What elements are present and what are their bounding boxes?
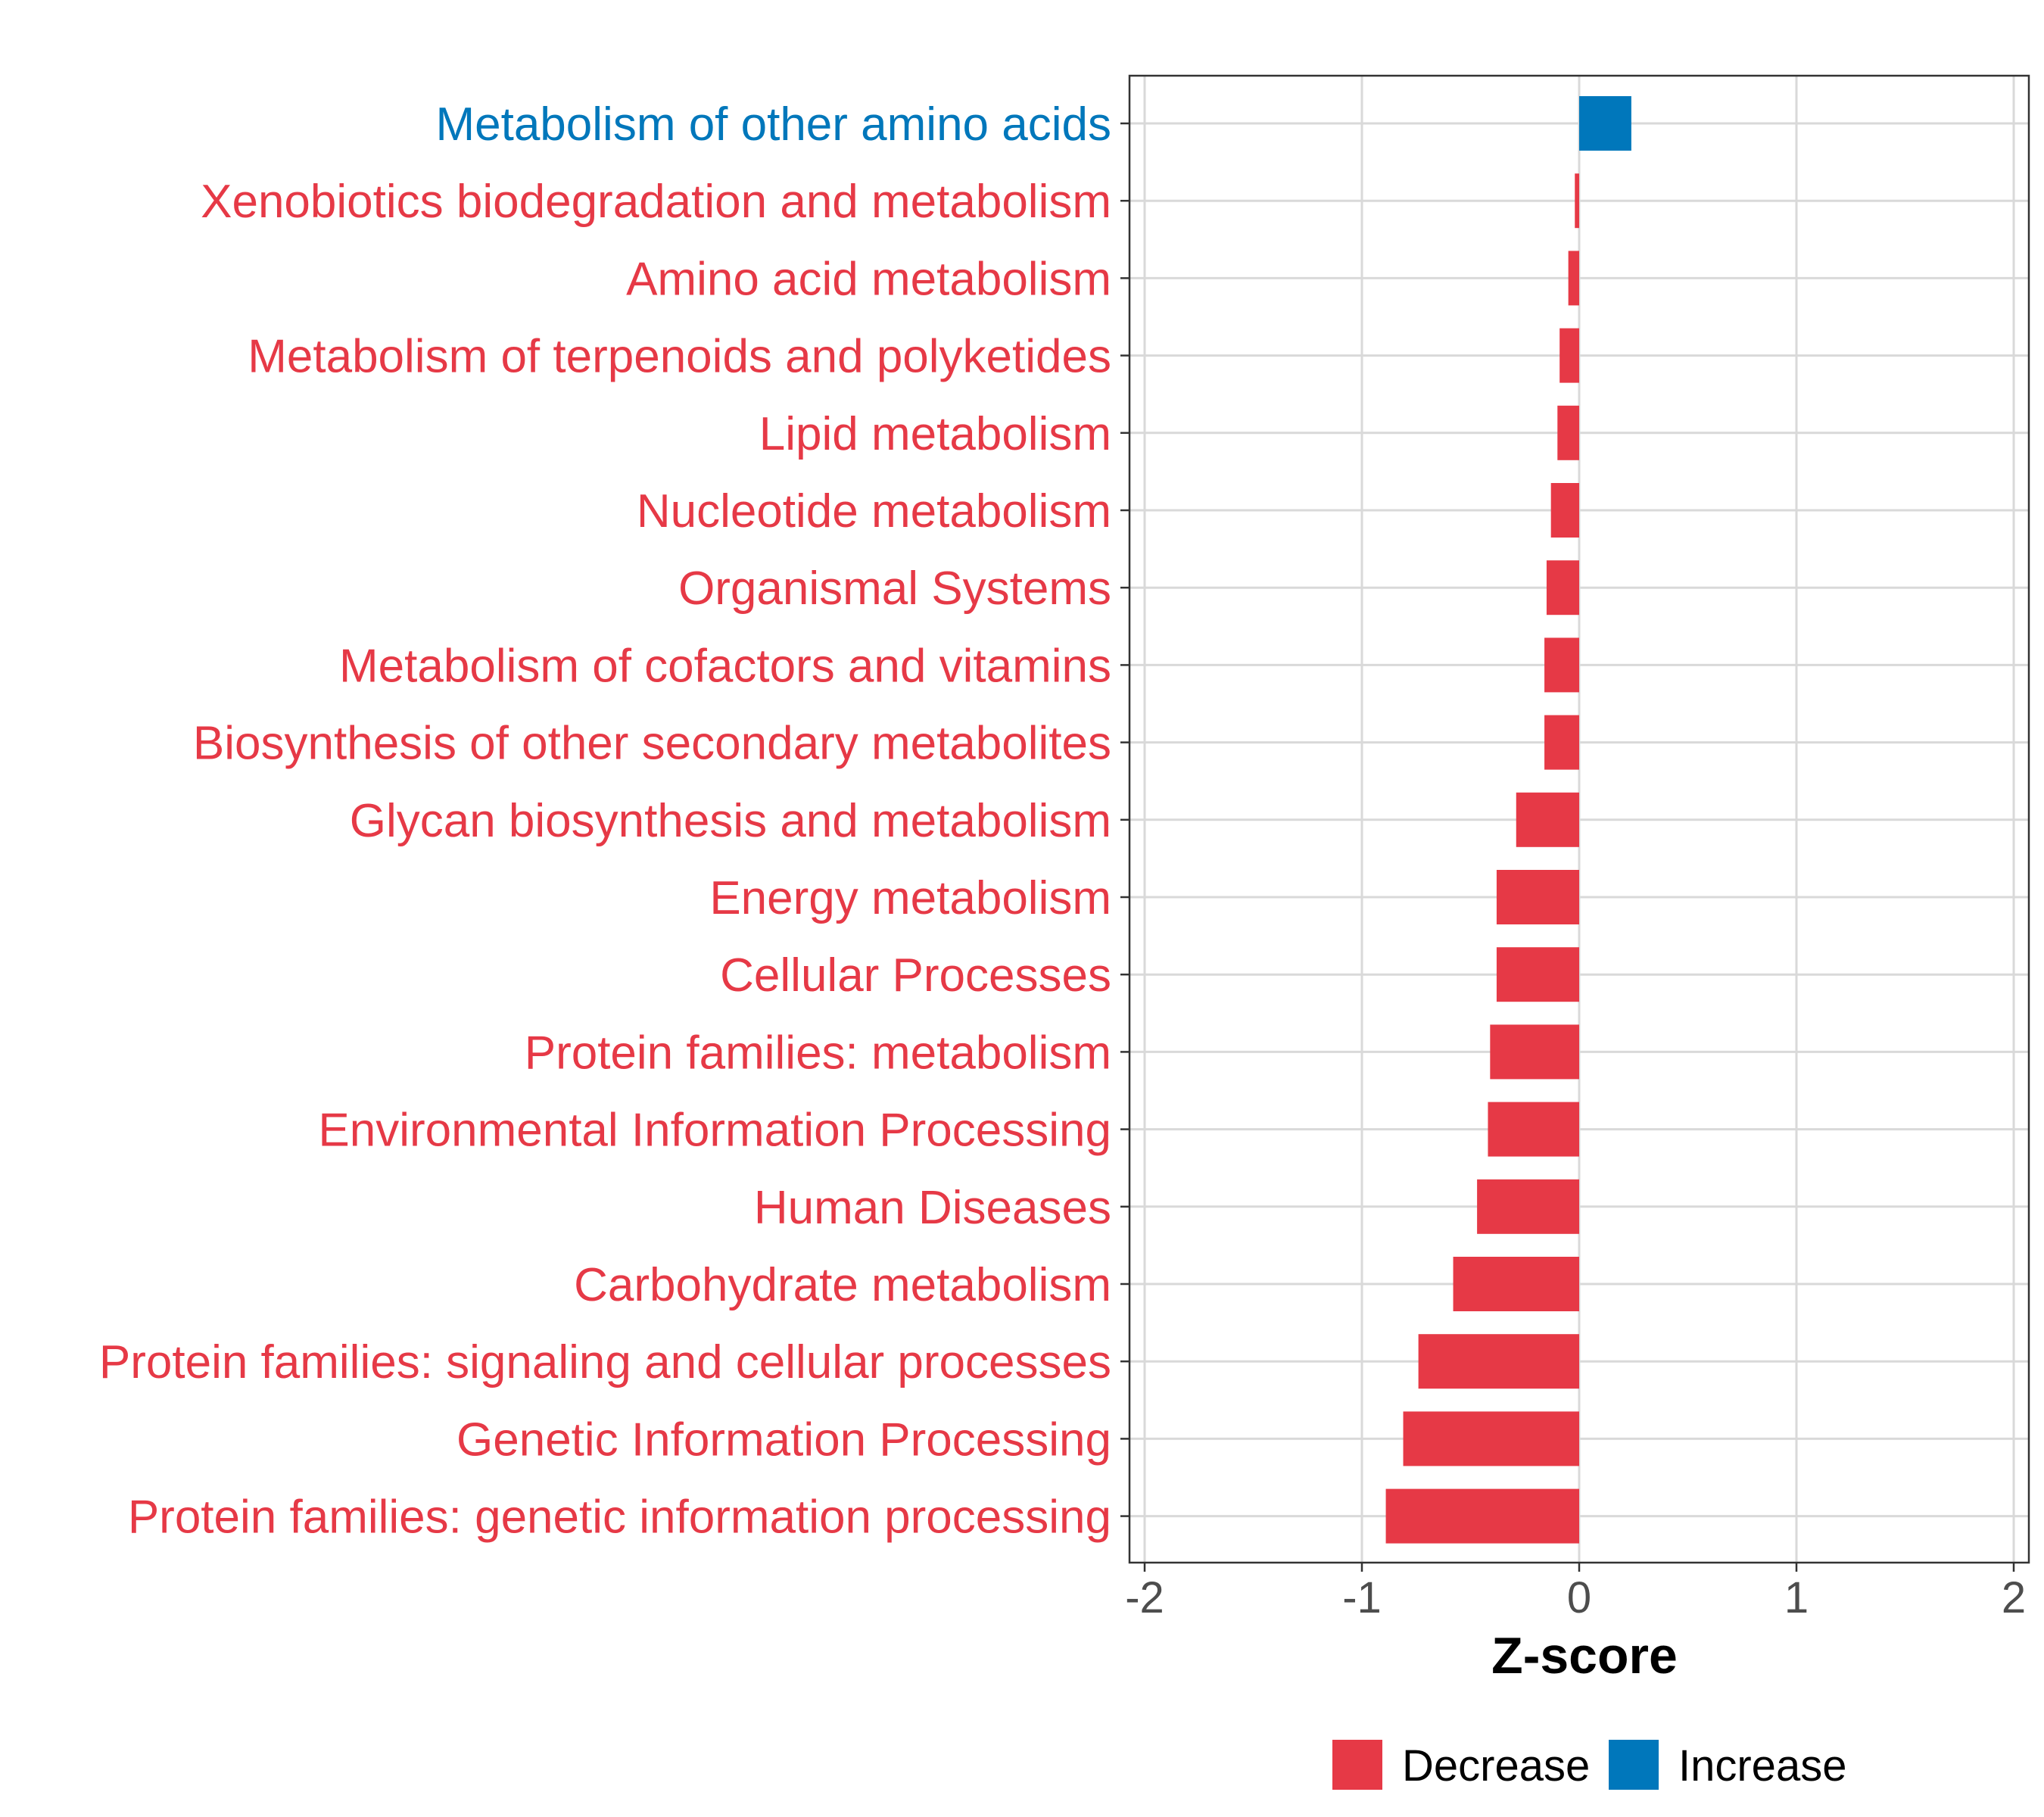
category-label: Protein families: genetic information pr… [128,1491,1111,1544]
bar [1546,560,1579,616]
bar [1488,1102,1579,1157]
legend-swatch [1332,1740,1382,1790]
x-tick-label: 2 [2002,1573,2026,1622]
bar [1496,947,1579,1002]
bar [1544,637,1579,693]
bar [1579,96,1631,151]
category-label: Lipid metabolism [759,408,1111,460]
bar [1544,715,1579,770]
category-label: Human Diseases [754,1182,1111,1234]
category-label: Glycan biosynthesis and metabolism [350,795,1111,847]
bar [1490,1024,1579,1080]
bar [1496,870,1579,924]
category-label: Carbohydrate metabolism [574,1259,1111,1311]
x-tick-label: -1 [1342,1573,1382,1622]
category-label: Organismal Systems [678,563,1111,615]
category-label: Metabolism of other amino acids [435,98,1111,151]
bar [1385,1488,1579,1544]
legend-swatch [1609,1740,1659,1790]
category-label: Environmental Information Processing [318,1105,1111,1157]
bar [1568,251,1579,306]
bars [1385,96,1631,1544]
category-label: Nucleotide metabolism [637,485,1111,538]
bar [1477,1179,1579,1234]
bar [1575,173,1579,229]
x-axis-title: Z-score [1491,1627,1678,1685]
bar [1453,1257,1579,1311]
category-label: Energy metabolism [709,872,1111,924]
category-label: Metabolism of terpenoids and polyketides [248,331,1111,383]
category-label: Metabolism of cofactors and vitamins [339,640,1111,692]
bar [1557,405,1579,460]
category-label: Cellular Processes [720,949,1111,1002]
x-tick-label: 1 [1784,1573,1809,1622]
category-label: Protein families: signaling and cellular… [99,1336,1111,1388]
bar [1418,1334,1579,1389]
category-label: Protein families: metabolism [525,1027,1111,1079]
x-tick-label: 0 [1567,1573,1591,1622]
bar [1516,792,1579,847]
category-label: Biosynthesis of other secondary metaboli… [193,718,1111,770]
x-tick-label: -2 [1125,1573,1164,1622]
category-label: Genetic Information Processing [456,1413,1111,1466]
legend-label: Decrease [1402,1741,1590,1791]
bar [1550,483,1579,538]
legend: Decrease Increase [1332,1740,1846,1791]
x-axis: -2 -1 0 1 2 [1125,1563,2026,1622]
legend-label: Increase [1678,1741,1846,1791]
y-axis: Metabolism of other amino acids Xenobioti… [99,98,1129,1544]
bar [1403,1411,1579,1466]
category-label: Amino acid metabolism [626,253,1111,305]
category-label: Xenobiotics biodegradation and metabolis… [201,176,1111,228]
bar [1559,328,1579,383]
